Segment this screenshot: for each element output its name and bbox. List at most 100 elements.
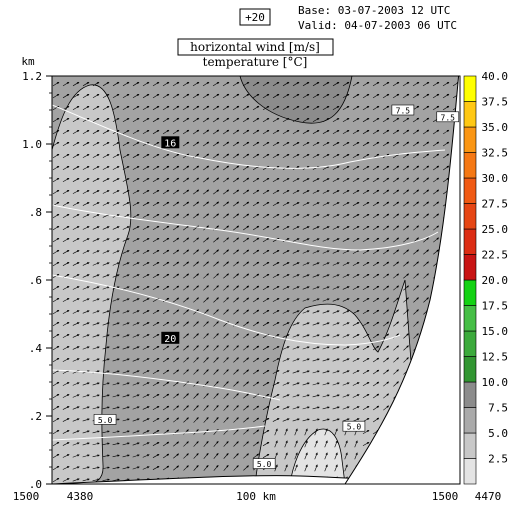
wind-vector [262, 297, 270, 303]
wind-vector [312, 130, 320, 134]
colorbar-swatch [463, 330, 477, 357]
wind-vector [212, 81, 220, 87]
wind-vector [142, 238, 150, 242]
wind-vector [92, 190, 100, 194]
wind-vector [152, 225, 160, 231]
wind-vector [422, 129, 430, 135]
wind-vector [222, 129, 230, 135]
wind-vector [413, 285, 419, 291]
wind-vector [292, 190, 300, 194]
wind-vector [352, 310, 360, 314]
wind-vector [202, 93, 210, 99]
wind-vector [223, 189, 230, 195]
wind-vector [213, 345, 219, 351]
wind-vector [152, 141, 160, 147]
wind-vector [122, 190, 130, 194]
wind-vector [442, 141, 450, 147]
wind-vector [132, 334, 140, 338]
wind-vector [72, 226, 80, 230]
wind-vector [362, 201, 370, 207]
wind-vector [402, 177, 410, 183]
wind-vector [383, 321, 390, 327]
wind-vector [122, 154, 130, 158]
colorbar-label: 32.5 [482, 147, 509, 160]
wind-vector [393, 273, 400, 279]
wind-vector [362, 309, 370, 315]
wind-vector [203, 261, 209, 267]
wind-vector [203, 213, 210, 219]
wind-vector [332, 322, 340, 326]
wind-vector [132, 274, 140, 278]
wind-vector [92, 274, 100, 278]
wind-vector [342, 226, 350, 230]
wind-vector [282, 250, 290, 254]
wind-vector [312, 334, 320, 338]
wind-vector [342, 190, 350, 194]
wind-vector [342, 93, 350, 99]
wind-vector [342, 178, 350, 182]
wind-vector [242, 105, 250, 111]
wind-vector [82, 214, 90, 218]
wind-vector [252, 225, 260, 231]
wind-vector [162, 345, 170, 351]
wind-vector [432, 165, 440, 171]
wind-vector [383, 297, 390, 303]
wind-vector [193, 213, 200, 219]
wind-vector [233, 369, 239, 375]
wind-vector [142, 274, 150, 278]
wind-vector [92, 202, 100, 206]
wind-vector [212, 93, 220, 99]
wind-vector [423, 189, 430, 195]
wind-vector [312, 298, 320, 302]
wind-vector [162, 129, 170, 135]
wind-vector [172, 105, 180, 111]
wind-vector [222, 153, 230, 159]
wind-vector [362, 165, 370, 171]
wind-vector [72, 310, 80, 314]
wind-vector [102, 310, 110, 314]
wind-vector [322, 322, 330, 326]
wind-vector [92, 93, 100, 99]
wind-vector [382, 189, 390, 195]
wind-vector [272, 81, 280, 87]
wind-vector [292, 93, 300, 99]
wind-vector [252, 321, 260, 327]
wind-vector [152, 213, 160, 219]
wind-vector [152, 285, 160, 291]
wind-vector [372, 345, 380, 351]
wind-vector [322, 358, 330, 362]
wind-vector [132, 154, 140, 158]
wind-vector [332, 262, 340, 266]
wind-vector [82, 274, 90, 278]
wind-vector [252, 285, 260, 291]
wind-vector [192, 105, 200, 111]
wind-vector [252, 333, 260, 339]
wind-vector [223, 357, 229, 363]
wind-vector [172, 273, 180, 279]
wind-vector [243, 261, 250, 267]
colorbar-label: 27.5 [482, 198, 509, 211]
wind-vector [393, 249, 400, 255]
wind-vector [322, 226, 330, 230]
wind-vector [192, 93, 200, 99]
wind-vector [332, 166, 340, 170]
wind-vector [112, 322, 120, 326]
wind-vector [362, 81, 370, 87]
wind-vector [112, 142, 120, 146]
wind-vector [122, 142, 130, 146]
wind-region-right-low [289, 428, 346, 484]
wind-vector [392, 93, 400, 99]
wind-vector [342, 298, 350, 302]
y-axis-ticks: .0.2.4.6.81.01.2 [22, 70, 52, 491]
wind-vector [413, 333, 419, 339]
isotherm-label: 16 [161, 136, 180, 149]
colorbar-swatch [463, 254, 477, 281]
wind-vector [302, 81, 310, 87]
wind-vector [292, 322, 300, 326]
wind-vector [332, 226, 340, 230]
isotherm-label-text: 16 [164, 138, 176, 149]
wind-vector [412, 165, 420, 171]
wind-vector [262, 201, 270, 207]
wind-vector [312, 190, 320, 194]
wind-vector [262, 213, 270, 219]
